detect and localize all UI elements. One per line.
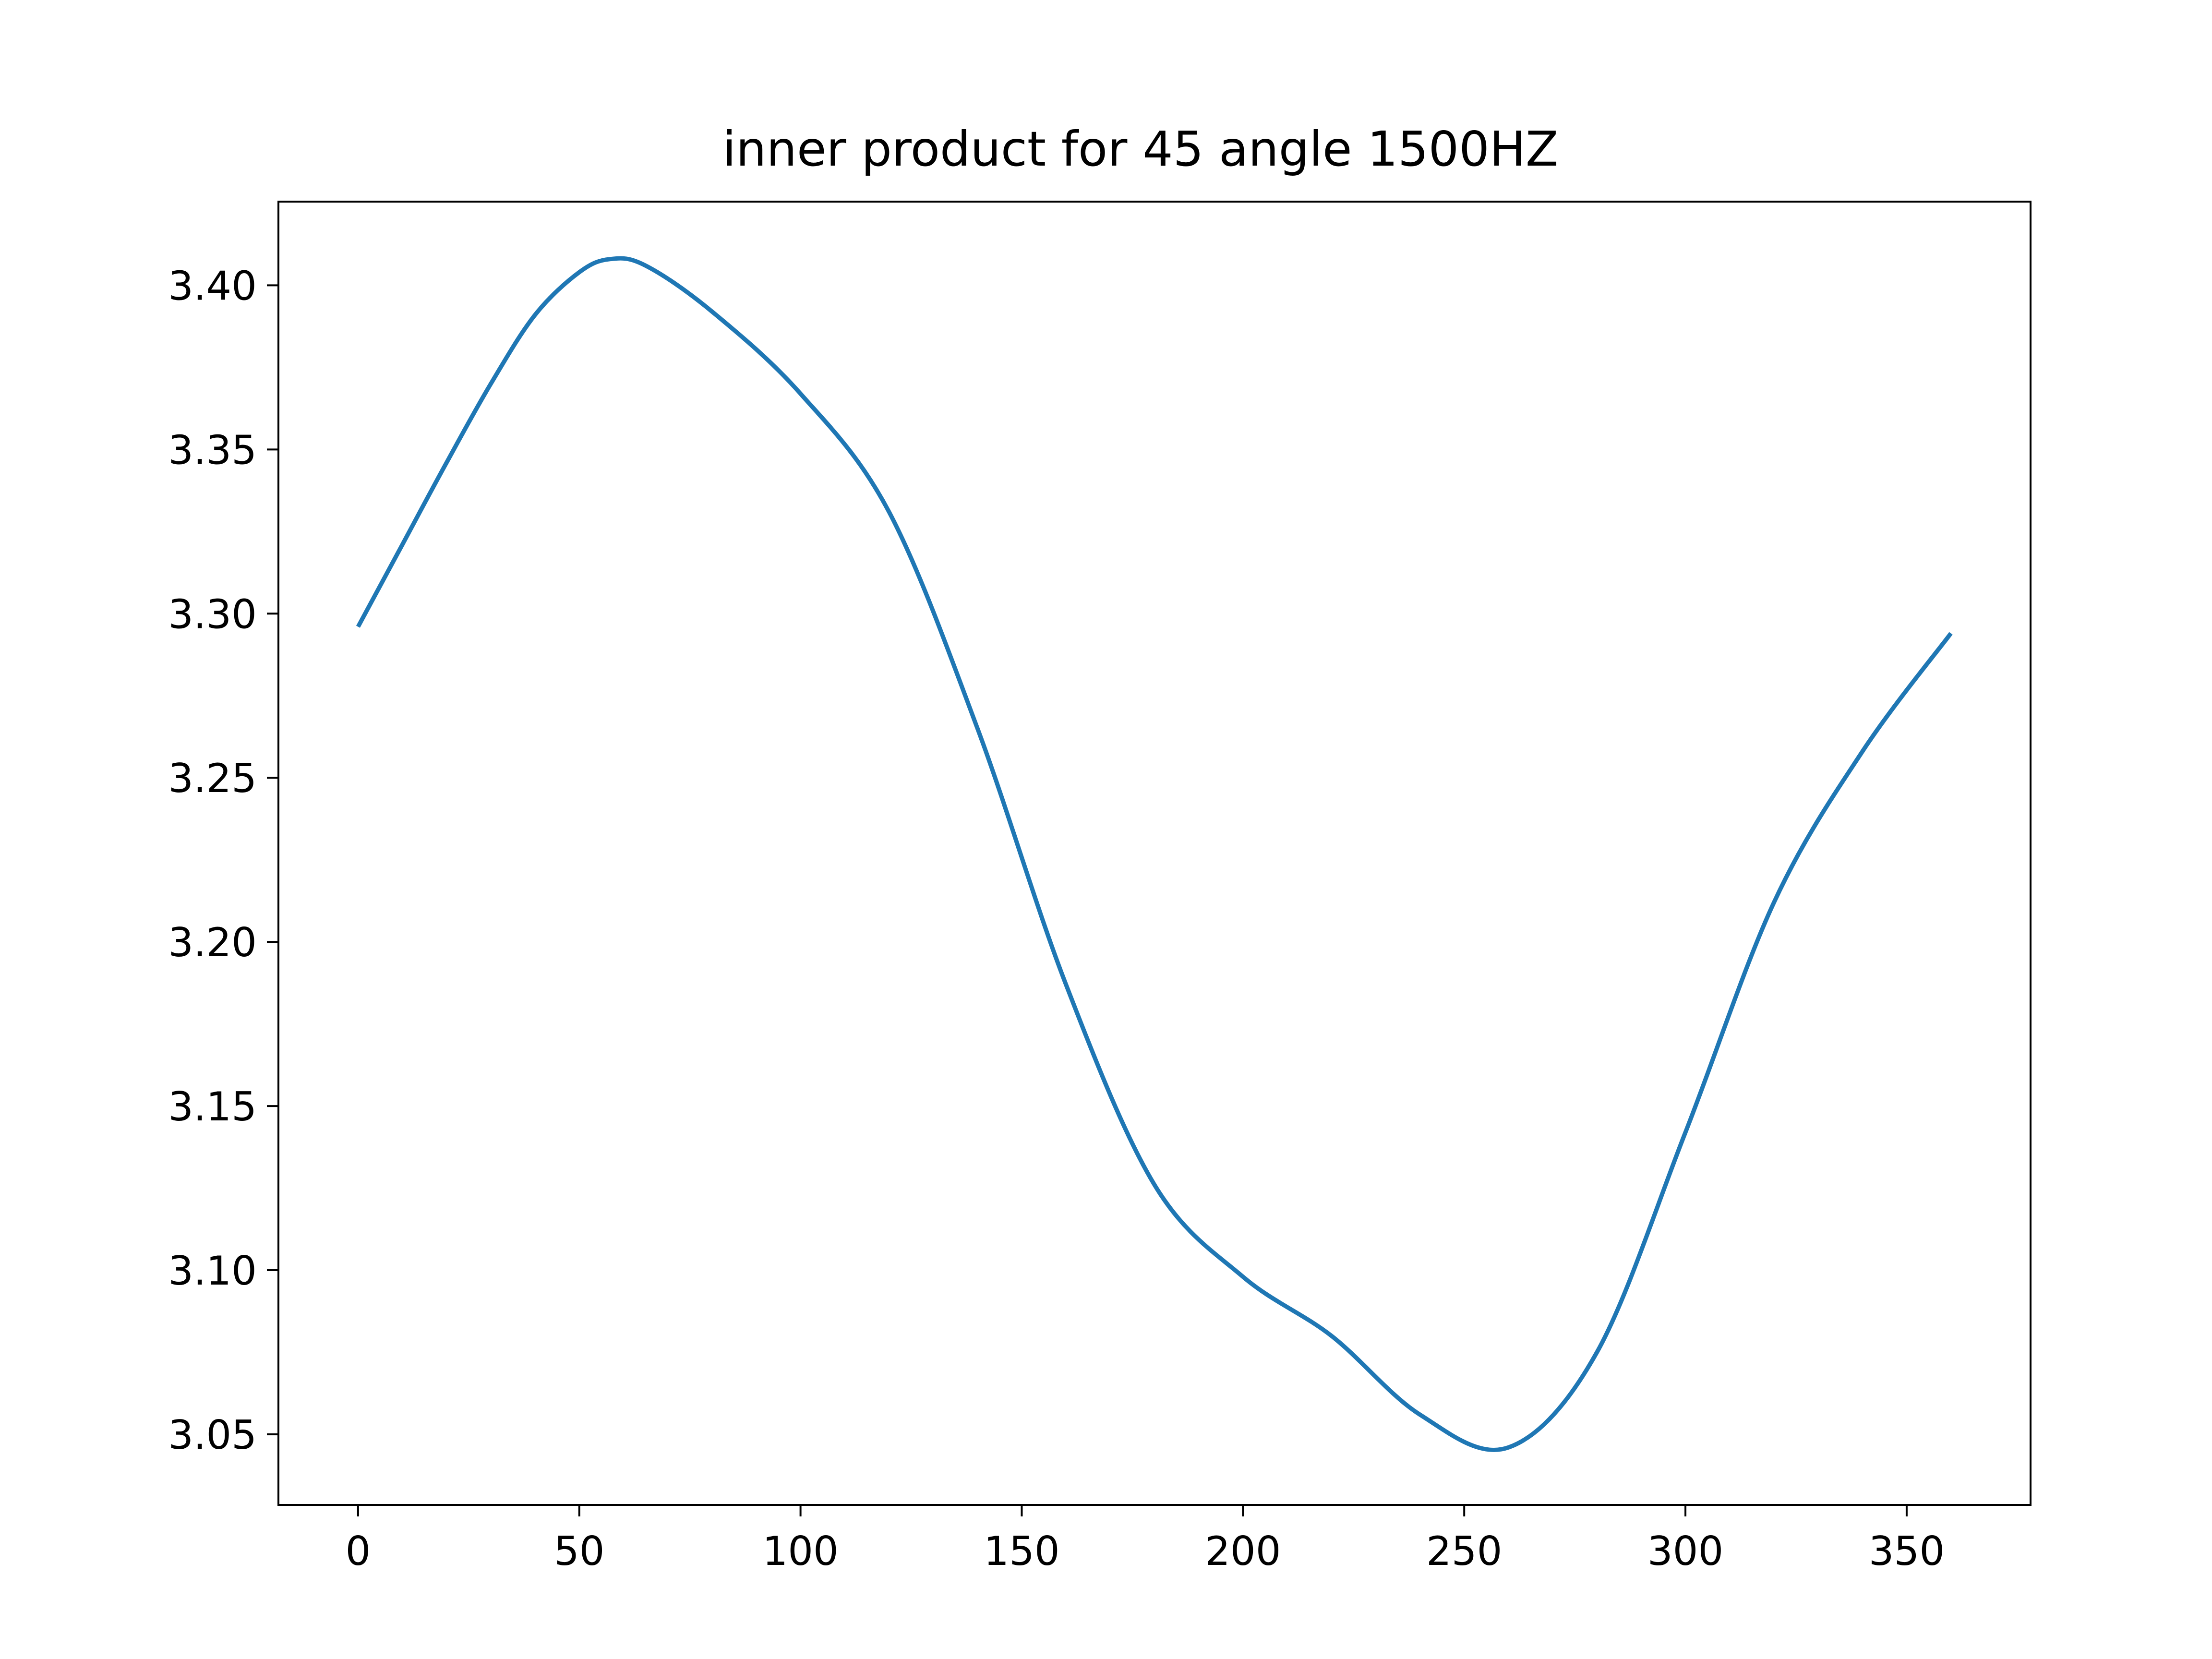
chart-title: inner product for 45 angle 1500HZ (722, 121, 1558, 177)
axes-frame (277, 201, 2032, 1506)
y-tick-label: 3.25 (168, 755, 257, 802)
x-tick-label: 350 (1869, 1528, 1945, 1575)
y-tick-label: 3.40 (168, 263, 257, 309)
y-tick-label: 3.10 (168, 1248, 257, 1294)
y-tick-label: 3.05 (168, 1412, 257, 1458)
x-tick-label: 250 (1426, 1528, 1502, 1575)
y-tick-label: 3.20 (168, 919, 257, 966)
y-tick-label: 3.30 (168, 591, 257, 637)
axes: 0 50 100 150 200 250 300 350 3.05 3.10 3.15 3.20 3.2… (168, 201, 2032, 1575)
plot-area (356, 256, 1953, 1452)
series-line-0 (356, 256, 1953, 1452)
y-tick-label: 3.35 (168, 427, 257, 473)
x-tick-label: 300 (1647, 1528, 1723, 1575)
x-tick-label: 150 (984, 1528, 1059, 1575)
x-tick-label: 50 (554, 1528, 605, 1575)
x-tick-label: 100 (762, 1528, 838, 1575)
x-tick-label: 0 (346, 1528, 371, 1575)
y-tick-label: 3.15 (168, 1083, 257, 1130)
x-tick-label: 200 (1205, 1528, 1281, 1575)
